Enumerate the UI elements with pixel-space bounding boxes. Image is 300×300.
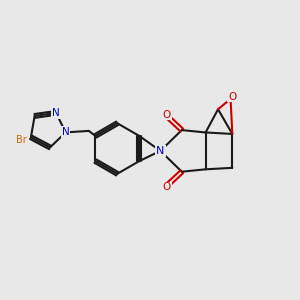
- Text: O: O: [228, 92, 236, 101]
- Text: Br: Br: [16, 135, 27, 145]
- Text: N: N: [62, 128, 70, 137]
- Text: O: O: [163, 110, 171, 120]
- Text: N: N: [156, 146, 165, 156]
- Text: O: O: [163, 182, 171, 192]
- Text: N: N: [52, 108, 60, 118]
